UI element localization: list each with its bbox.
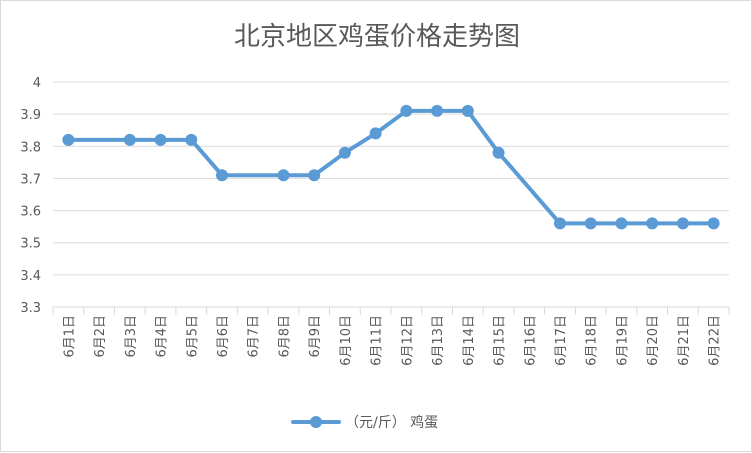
data-point xyxy=(707,217,720,230)
y-axis-ticks: 3.3 3.4 3.5 3.6 3.7 3.8 3.9 4 xyxy=(20,76,41,316)
series-line xyxy=(66,108,716,226)
y-tick-label: 3.5 xyxy=(20,237,41,252)
x-tick-label: 6月11日 xyxy=(370,315,385,366)
data-point xyxy=(615,217,628,230)
data-point xyxy=(216,169,228,182)
x-tick-label: 6月18日 xyxy=(585,315,600,366)
x-tick-label: 6月20日 xyxy=(646,315,661,366)
data-point xyxy=(308,169,321,182)
data-point xyxy=(277,169,290,182)
x-tick-label: 6月3日 xyxy=(124,315,139,358)
x-tick-label: 6月8日 xyxy=(277,315,292,358)
data-point xyxy=(123,133,136,146)
data-point xyxy=(584,217,597,230)
legend-label: （元/斤） 鸡蛋 xyxy=(345,414,438,431)
x-tick-label: 6月19日 xyxy=(615,315,630,366)
legend: （元/斤） 鸡蛋 xyxy=(291,414,438,431)
x-tick-label: 6月9日 xyxy=(308,315,323,358)
data-point xyxy=(369,127,382,140)
data-point xyxy=(185,133,198,146)
y-tick-label: 4 xyxy=(33,76,41,91)
gridlines xyxy=(52,81,730,315)
data-point xyxy=(400,104,413,117)
x-tick-label: 6月21日 xyxy=(677,315,692,366)
y-tick-label: 3.6 xyxy=(20,205,41,220)
x-tick-label: 6月16日 xyxy=(523,315,538,366)
y-tick-label: 3.8 xyxy=(20,140,41,155)
y-tick-label: 3.9 xyxy=(20,108,41,123)
data-point xyxy=(646,217,659,230)
x-tick-label: 6月22日 xyxy=(708,315,723,366)
x-axis-ticks: 6月1日 6月2日 6月3日 6月4日 6月5日 6月6日 6月7日 6月8日 6月9日 6月10… xyxy=(62,315,722,366)
y-tick-label: 3.3 xyxy=(20,301,41,316)
y-tick-label: 3.4 xyxy=(20,269,41,284)
x-tick-label: 6月2日 xyxy=(93,315,108,358)
x-tick-label: 6月15日 xyxy=(493,315,508,366)
x-tick-label: 6月10日 xyxy=(339,315,354,366)
x-tick-label: 6月4日 xyxy=(155,315,170,358)
x-tick-label: 6月6日 xyxy=(216,315,231,358)
y-tick-label: 3.7 xyxy=(20,172,41,187)
x-tick-label: 6月14日 xyxy=(462,315,477,366)
chart-title: 北京地区鸡蛋价格走势图 xyxy=(234,22,520,52)
data-point xyxy=(554,217,566,230)
x-tick-label: 6月12日 xyxy=(400,315,415,366)
series-layer xyxy=(62,104,720,230)
data-point xyxy=(154,133,167,146)
x-tick-label: 6月17日 xyxy=(554,315,569,366)
data-point xyxy=(492,146,505,159)
data-point xyxy=(431,104,444,117)
data-point xyxy=(62,133,75,146)
x-tick-label: 6月1日 xyxy=(62,315,77,358)
data-point xyxy=(676,217,689,230)
x-tick-label: 6月13日 xyxy=(431,315,446,366)
data-point xyxy=(461,104,474,117)
x-tick-label: 6月7日 xyxy=(247,315,262,358)
x-tick-label: 6月5日 xyxy=(185,315,200,358)
legend-point-marker xyxy=(310,416,322,428)
data-point xyxy=(338,146,351,159)
